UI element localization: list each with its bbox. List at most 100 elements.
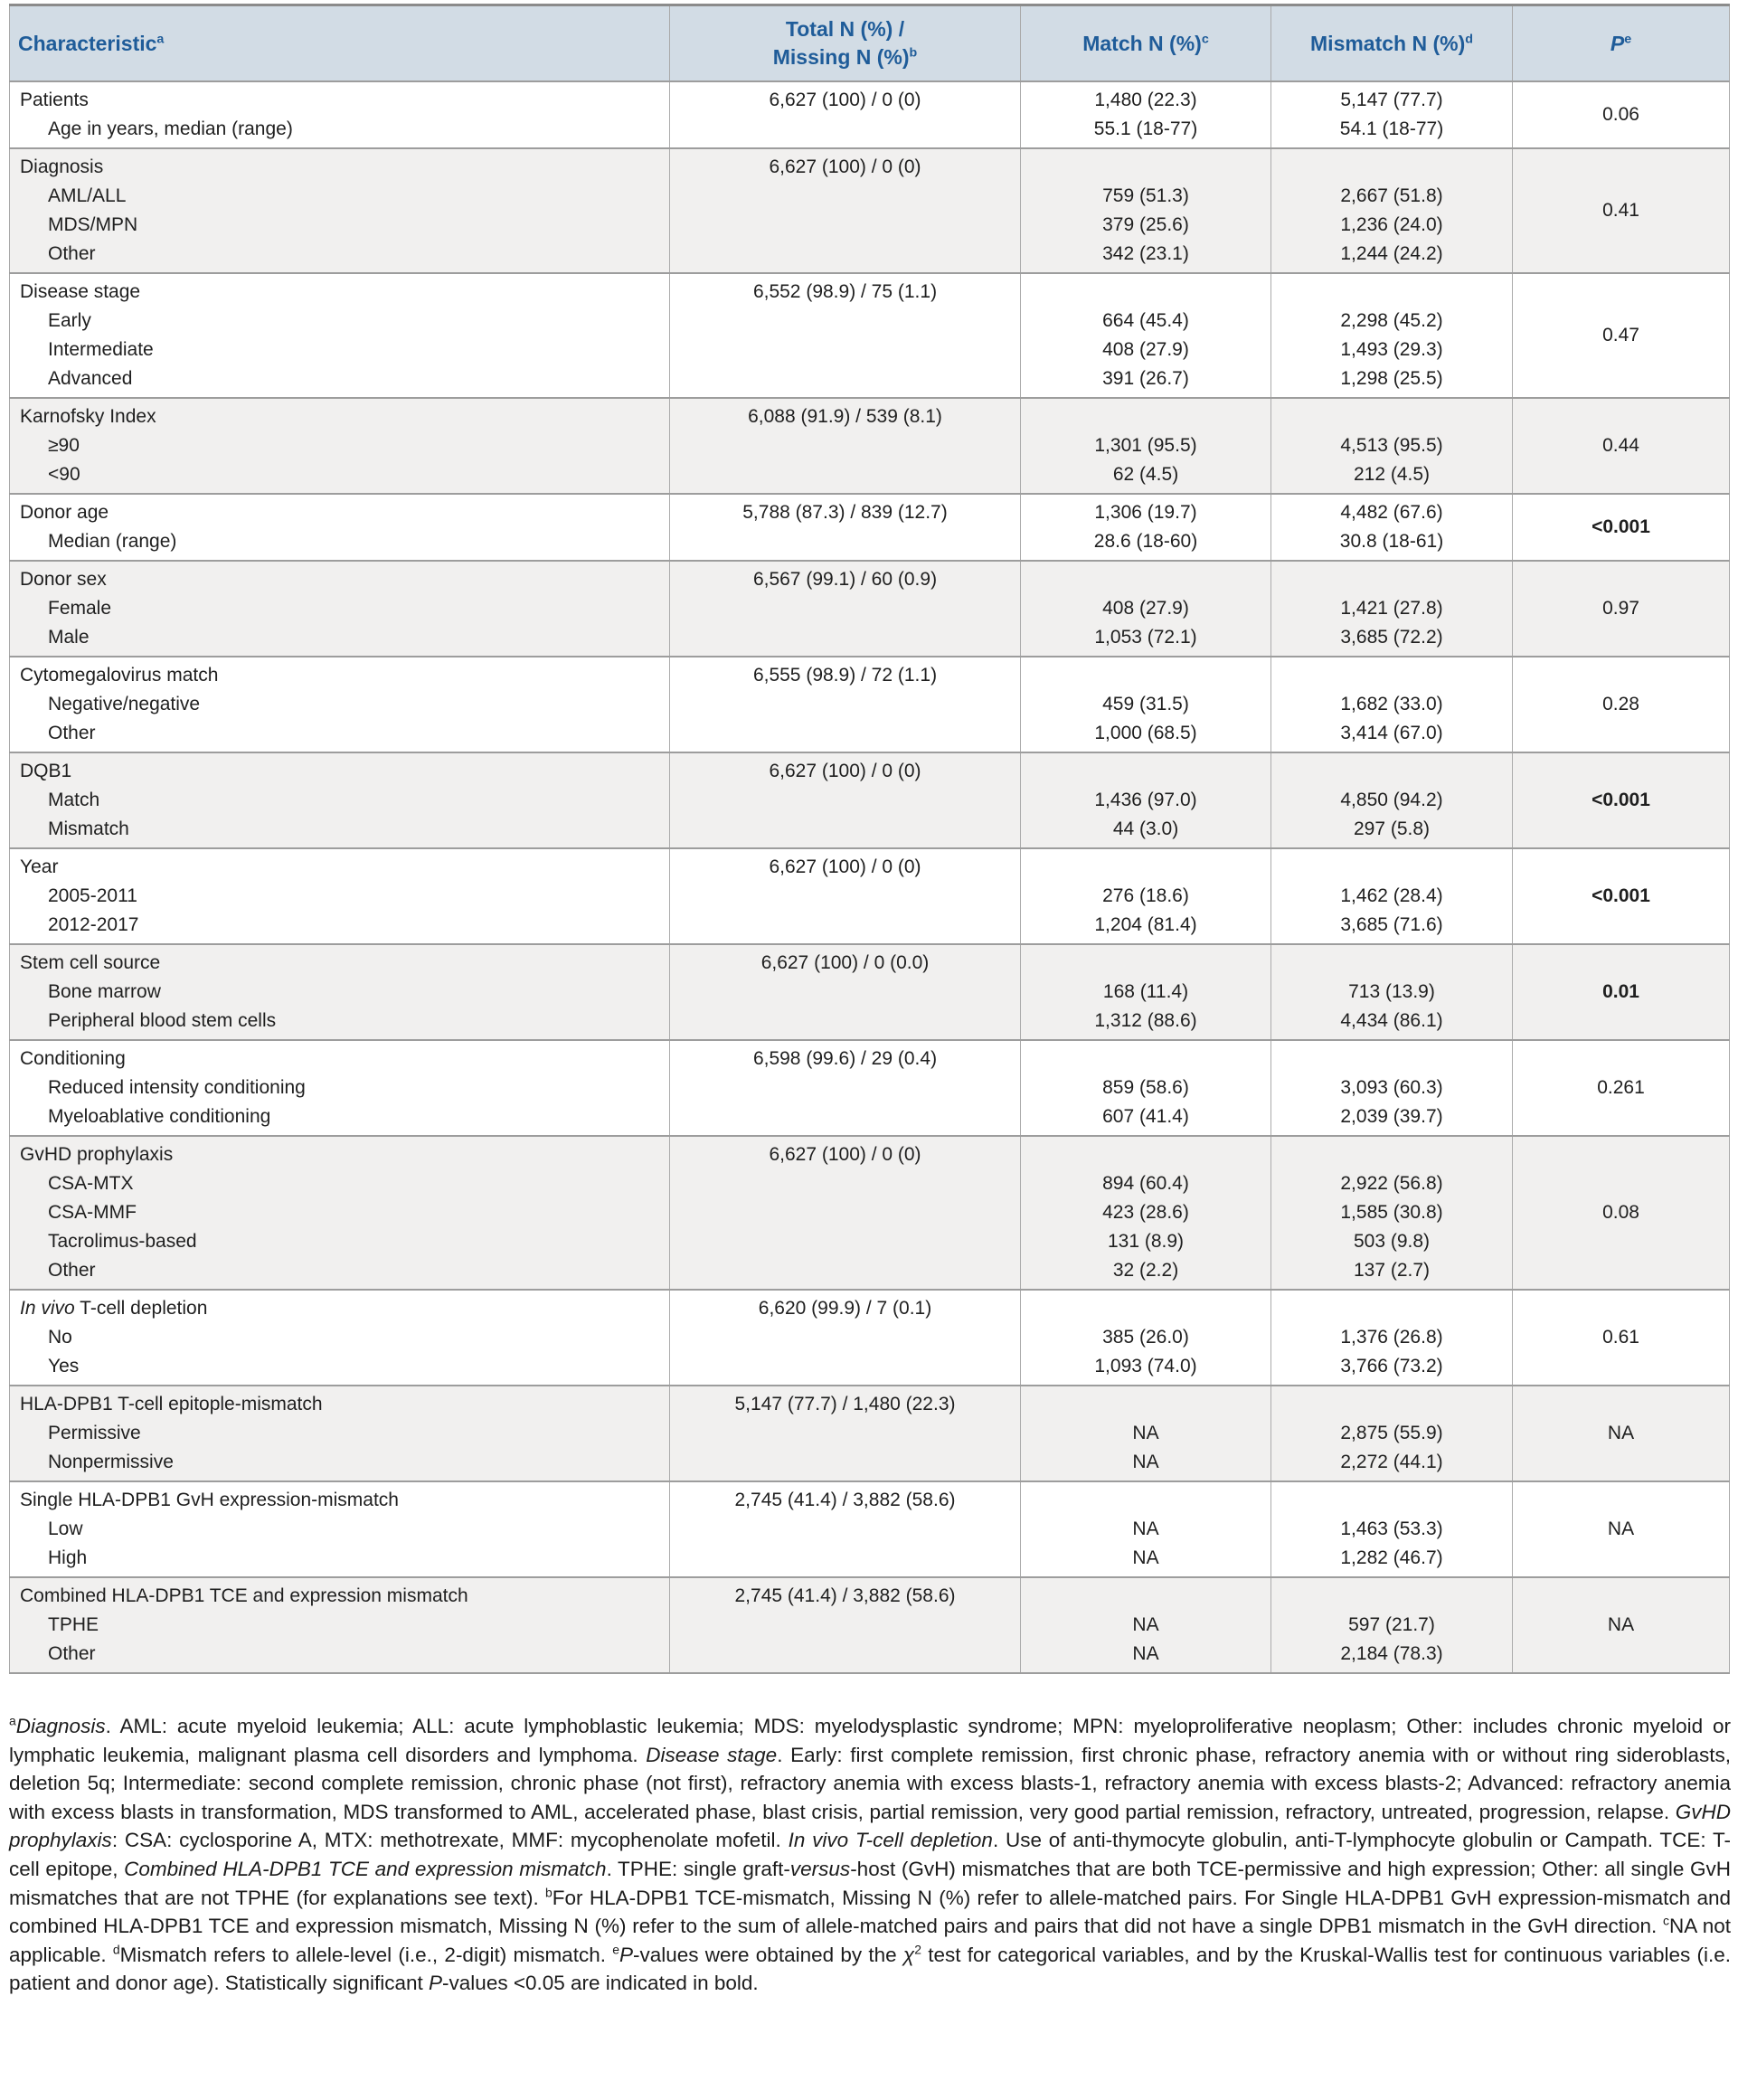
column-header-total: Total N (%) / Missing N (%)b — [669, 5, 1021, 82]
match-value: 423 (28.6) — [1102, 1202, 1189, 1223]
total-value — [672, 364, 1018, 393]
mismatch-value: 2,039 (39.7) — [1340, 1106, 1443, 1127]
mismatch-value — [1273, 661, 1510, 690]
mismatch-cell: 1,421 (27.8) 3,685 (72.2) — [1270, 561, 1513, 657]
row-sublabel: ≥90 — [48, 435, 80, 456]
row-sublabel: High — [48, 1547, 88, 1568]
row-sublabel: Mismatch — [48, 818, 129, 839]
p-value: 0.01 — [1602, 981, 1639, 1002]
p-value: <0.001 — [1592, 516, 1650, 537]
match-value: 859 (58.6) — [1102, 1077, 1189, 1098]
row-label: Karnofsky Index — [20, 406, 156, 427]
mismatch-value: 3,685 (71.6) — [1340, 914, 1443, 935]
total-value: 6,627 (100) / 0 (0) — [769, 856, 921, 877]
match-value: 759 (51.3) — [1102, 185, 1189, 206]
mismatch-cell: 1,376 (26.8) 3,766 (73.2) — [1270, 1290, 1513, 1386]
table-block-stem-cell-source: Stem cell source Bone marrow Peripheral bl… — [9, 944, 1730, 1040]
row-sublabel: Match — [48, 790, 100, 810]
mismatch-value: 1,463 (53.3) — [1340, 1518, 1443, 1539]
mismatch-cell: 4,850 (94.2) 297 (5.8) — [1270, 752, 1513, 848]
row-label: Year — [20, 856, 59, 877]
table-block-disease-stage: Disease stage Early Intermediate Advanced 6,… — [9, 273, 1730, 398]
row-sublabel: 2005-2011 — [48, 885, 137, 906]
p-value: <0.001 — [1592, 790, 1650, 810]
row-label: Combined HLA-DPB1 TCE and expression mis… — [20, 1585, 468, 1606]
p-value-cell: 0.261 — [1512, 1040, 1730, 1136]
mismatch-cell: 2,875 (55.9) 2,272 (44.1) — [1270, 1386, 1513, 1481]
total-value — [672, 786, 1018, 815]
total-value — [672, 240, 1018, 269]
total-value — [672, 594, 1018, 623]
p-value: NA — [1607, 1423, 1635, 1443]
match-value — [1023, 1045, 1269, 1074]
match-cell: 385 (26.0) 1,093 (74.0) — [1020, 1290, 1271, 1386]
table-block-patients: Patients Age in years, median (range) 6,62… — [9, 81, 1730, 148]
p-value-cell: <0.001 — [1512, 848, 1730, 944]
row-sublabel: Negative/negative — [48, 694, 201, 714]
mismatch-value: 1,421 (27.8) — [1340, 598, 1443, 619]
total-value: 6,555 (98.9) / 72 (1.1) — [752, 665, 938, 686]
match-value: 62 (4.5) — [1112, 464, 1179, 485]
p-value-cell: 0.28 — [1512, 657, 1730, 752]
row-sublabel: Male — [48, 627, 90, 648]
total-value — [672, 1515, 1018, 1544]
total-value: 6,627 (100) / 0 (0.0) — [760, 952, 930, 973]
total-value — [672, 1198, 1018, 1227]
total-value — [672, 1352, 1018, 1381]
match-cell: 168 (11.4) 1,312 (88.6) — [1020, 944, 1271, 1040]
characteristic-cell: Year 2005-2011 2012-2017 — [10, 848, 670, 944]
characteristic-cell: Patients Age in years, median (range) — [10, 81, 670, 148]
characteristic-cell: GvHD prophylaxis CSA-MTX CSA-MMF Tacrolimus… — [10, 1136, 670, 1290]
mismatch-value — [1273, 1390, 1510, 1419]
mismatch-value — [1273, 565, 1510, 594]
mismatch-cell: 1,462 (28.4) 3,685 (71.6) — [1270, 848, 1513, 944]
table-block-donor-age: Donor age Median (range) 5,788 (87.3) / 83… — [9, 494, 1730, 561]
mismatch-cell: 3,093 (60.3) 2,039 (39.7) — [1270, 1040, 1513, 1136]
mismatch-value: 3,414 (67.0) — [1340, 723, 1443, 743]
match-value — [1023, 1486, 1269, 1515]
row-sublabel: Early — [48, 310, 91, 331]
total-value — [672, 1102, 1018, 1131]
mismatch-value: 4,434 (86.1) — [1340, 1010, 1443, 1031]
mismatch-value: 1,282 (46.7) — [1340, 1547, 1443, 1568]
match-value: 408 (27.9) — [1102, 339, 1189, 360]
total-value: 2,745 (41.4) / 3,882 (58.6) — [734, 1490, 956, 1510]
match-value — [1023, 1294, 1269, 1323]
match-cell: 664 (45.4) 408 (27.9) 391 (26.7) — [1020, 273, 1271, 398]
table-block-dqb1: DQB1 Match Mismatch 6,627 (100) / 0 (0) 1,43… — [9, 752, 1730, 848]
mismatch-value: 137 (2.7) — [1353, 1260, 1431, 1281]
match-value: 1,480 (22.3) — [1094, 90, 1197, 110]
total-cell: 6,598 (99.6) / 29 (0.4) — [669, 1040, 1021, 1136]
total-cell: 6,620 (99.9) / 7 (0.1) — [669, 1290, 1021, 1386]
p-value-cell: 0.61 — [1512, 1290, 1730, 1386]
match-value: NA — [1132, 1547, 1159, 1568]
characteristic-cell: Stem cell source Bone marrow Peripheral bl… — [10, 944, 670, 1040]
total-value — [672, 1640, 1018, 1669]
table-block-conditioning: Conditioning Reduced intensity conditioni… — [9, 1040, 1730, 1136]
total-cell: 5,147 (77.7) / 1,480 (22.3) — [669, 1386, 1021, 1481]
match-value: 1,000 (68.5) — [1094, 723, 1197, 743]
match-value: 28.6 (18-60) — [1093, 531, 1198, 552]
p-value: 0.61 — [1602, 1327, 1639, 1348]
row-sublabel: No — [48, 1327, 72, 1348]
mismatch-cell: 2,667 (51.8) 1,236 (24.0) 1,244 (24.2) — [1270, 148, 1513, 273]
row-sublabel: Nonpermissive — [48, 1452, 174, 1472]
mismatch-value — [1273, 402, 1510, 431]
mismatch-value — [1273, 757, 1510, 786]
match-value — [1023, 1140, 1269, 1169]
mismatch-value: 4,513 (95.5) — [1340, 435, 1443, 456]
row-label: HLA-DPB1 T-cell epitople-mismatch — [20, 1394, 323, 1414]
p-value-cell: 0.41 — [1512, 148, 1730, 273]
p-value: 0.08 — [1602, 1202, 1639, 1223]
total-value — [672, 1256, 1018, 1285]
total-cell: 6,627 (100) / 0 (0) — [669, 752, 1021, 848]
row-sublabel: Other — [48, 1260, 96, 1281]
match-value: 276 (18.6) — [1102, 885, 1189, 906]
p-value: <0.001 — [1592, 885, 1650, 906]
match-value: 1,436 (97.0) — [1094, 790, 1197, 810]
match-value: 894 (60.4) — [1102, 1173, 1189, 1194]
table-header: Characteristica Total N (%) / Missing N (%… — [9, 5, 1730, 82]
match-cell: 276 (18.6) 1,204 (81.4) — [1020, 848, 1271, 944]
match-value: 459 (31.5) — [1102, 694, 1189, 714]
mismatch-value: 597 (21.7) — [1348, 1614, 1435, 1635]
